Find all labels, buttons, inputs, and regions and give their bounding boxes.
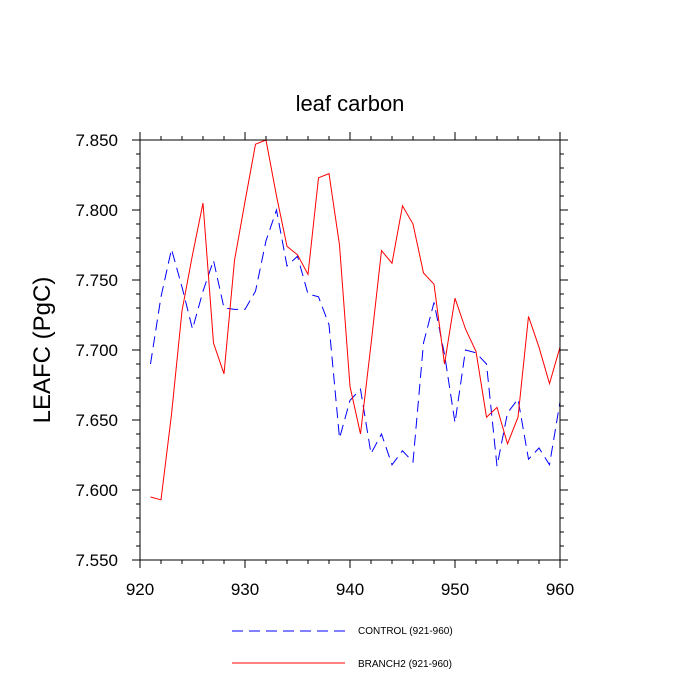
tick-labels: 920 930 940 950 960 7.550 7.600 7.650 7.700 7.750… <box>75 131 574 599</box>
x-tick-label: 940 <box>336 580 364 599</box>
series-layer <box>150 139 561 501</box>
chart-title: leaf carbon <box>296 91 405 116</box>
legend-label-control: CONTROL (921-960) <box>358 626 453 637</box>
y-tick-label: 7.800 <box>75 201 118 220</box>
axis-ticks <box>132 132 568 568</box>
x-tick-label: 960 <box>546 580 574 599</box>
y-axis-label: LEAFC (PgC) <box>29 277 56 424</box>
x-tick-label: 920 <box>126 580 154 599</box>
x-tick-label: 950 <box>441 580 469 599</box>
plot-frame <box>139 139 561 561</box>
x-tick-label: 930 <box>231 580 259 599</box>
series-line-control <box>150 208 561 467</box>
y-tick-label: 7.700 <box>75 341 118 360</box>
y-tick-label: 7.750 <box>75 271 118 290</box>
legend-label-branch2: BRANCH2 (921-960) <box>358 659 452 670</box>
y-tick-label: 7.550 <box>75 551 118 570</box>
y-tick-label: 7.650 <box>75 411 118 430</box>
series-line-branch2 <box>150 139 561 501</box>
y-tick-label: 7.600 <box>75 481 118 500</box>
legend: CONTROL (921-960) BRANCH2 (921-960) <box>232 626 453 670</box>
y-tick-label: 7.850 <box>75 131 118 150</box>
